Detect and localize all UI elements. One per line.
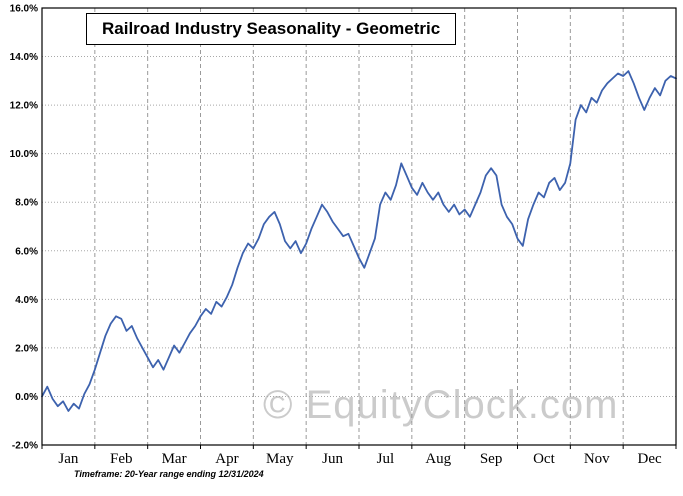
y-axis-tick-label: 12.0% (10, 101, 38, 112)
chart-title: Railroad Industry Seasonality - Geometri… (86, 13, 457, 45)
plot-border (41, 7, 677, 446)
y-axis-tick-label: 2.0% (15, 343, 38, 354)
x-axis-month-label: Sep (480, 451, 503, 467)
y-axis-tick-label: 0.0% (15, 392, 38, 403)
y-axis-tick-label: 4.0% (15, 295, 38, 306)
x-axis-month-label: Apr (215, 451, 238, 467)
y-axis-tick-label: 8.0% (15, 198, 38, 209)
seasonality-line (41, 70, 677, 412)
x-axis-month-label: Jun (322, 451, 343, 467)
x-axis-month-label: Feb (110, 451, 133, 467)
x-axis-month-label: Aug (425, 451, 451, 467)
equityclock-watermark: © EquityClock.com (263, 383, 619, 427)
x-axis-month-label: Nov (584, 451, 610, 467)
y-axis-tick-label: 14.0% (10, 52, 38, 63)
x-axis-month-label: Mar (162, 451, 187, 467)
y-axis-tick-label: 6.0% (15, 246, 38, 257)
x-axis-month-label: Oct (533, 451, 555, 467)
x-axis-month-label: Jan (58, 451, 78, 467)
y-axis-tick-label: 10.0% (10, 149, 38, 160)
x-axis-month-label: Jul (377, 451, 395, 467)
timeframe-footnote: Timeframe: 20-Year range ending 12/31/20… (74, 469, 264, 479)
y-axis-tick-label: 16.0% (10, 4, 38, 15)
x-axis-month-label: May (266, 451, 294, 467)
y-axis-tick-label: -2.0% (12, 441, 38, 452)
x-axis-month-label: Dec (638, 451, 662, 467)
